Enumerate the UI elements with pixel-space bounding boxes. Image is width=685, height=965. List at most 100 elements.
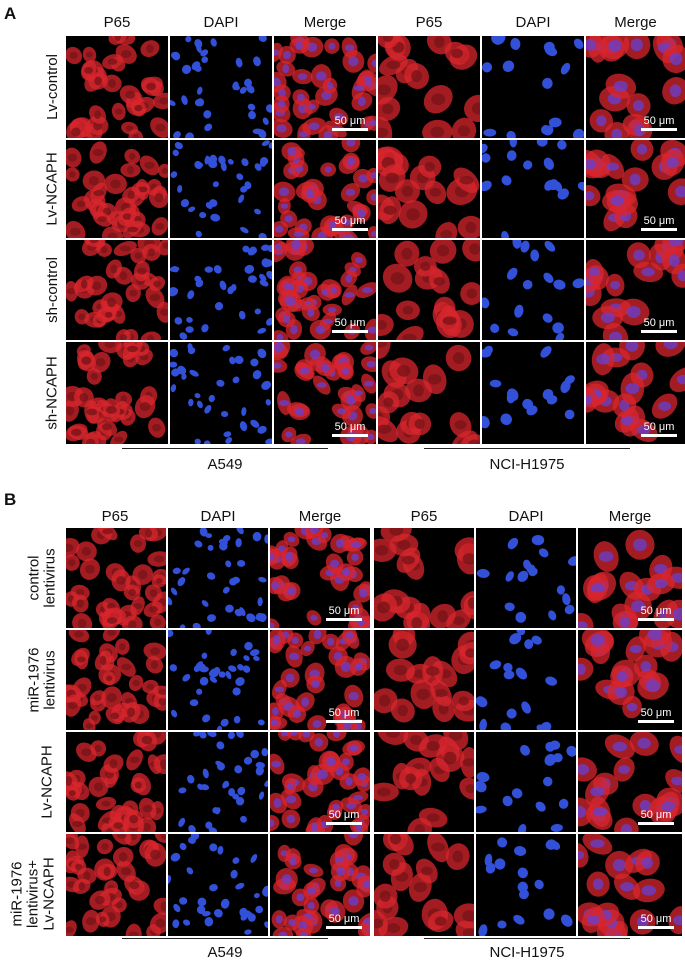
merge-micrograph: 50 μm [578, 528, 682, 628]
panel-b-col-header: DAPI [508, 508, 544, 525]
panel-a-row-label: Lv-NCAPH [40, 140, 66, 238]
p65-micrograph [66, 732, 166, 832]
merge-micrograph: 50 μm [274, 140, 376, 238]
scale-bar-line [332, 128, 368, 131]
panel-a-col-header: DAPI [515, 14, 551, 31]
row-label-line: sh-control [44, 257, 62, 323]
scale-bar: 50 μm [638, 707, 674, 723]
group-underline [122, 938, 328, 939]
p65-micrograph [374, 528, 474, 628]
panel-b-row-label: control lentivirus [20, 528, 66, 628]
scale-bar-label: 50 μm [334, 421, 366, 433]
dapi-micrograph [476, 630, 576, 730]
row-label-line: Lv-NCAPH [41, 857, 59, 931]
dapi-micrograph [168, 630, 268, 730]
panel-b-col-header: Merge [298, 508, 342, 525]
scale-bar-line [638, 618, 674, 621]
scale-bar-label: 50 μm [643, 215, 675, 227]
scale-bar-label: 50 μm [640, 707, 672, 719]
scale-bar-line [326, 618, 362, 621]
merge-micrograph: 50 μm [586, 342, 685, 444]
group-label-nci-h1975: NCI-H1975 [489, 456, 565, 473]
scale-bar: 50 μm [641, 215, 677, 231]
scale-bar: 50 μm [326, 809, 362, 825]
merge-micrograph: 50 μm [578, 630, 682, 730]
scale-bar-label: 50 μm [328, 809, 360, 821]
panel-a-letter: A [4, 4, 17, 23]
panel-b-col-header: Merge [608, 508, 652, 525]
p65-micrograph [374, 630, 474, 730]
scale-bar-label: 50 μm [328, 605, 360, 617]
scale-bar-label: 50 μm [640, 913, 672, 925]
scale-bar-line [332, 434, 368, 437]
p65-micrograph [374, 834, 474, 936]
merge-micrograph: 50 μm [274, 342, 376, 444]
scale-bar-line [638, 822, 674, 825]
scale-bar-line [641, 128, 677, 131]
row-label-line: Lv-NCAPH [44, 152, 62, 226]
row-label-line: lentivirus+ [25, 860, 43, 928]
scale-bar-label: 50 μm [334, 317, 366, 329]
scale-bar-label: 50 μm [334, 215, 366, 227]
group-label-a549: A549 [207, 456, 243, 473]
p65-micrograph [378, 140, 480, 238]
panel-b-row-label: miR-1976 lentivirus [20, 630, 66, 730]
p65-micrograph [66, 630, 166, 730]
scale-bar-label: 50 μm [643, 421, 675, 433]
merge-micrograph: 50 μm [586, 140, 685, 238]
scale-bar: 50 μm [641, 421, 677, 437]
scale-bar: 50 μm [638, 913, 674, 929]
dapi-micrograph [170, 240, 272, 340]
panel-a-col-header: DAPI [203, 14, 239, 31]
group-underline [424, 938, 630, 939]
panel-a-col-header: P65 [415, 14, 443, 31]
row-label-line: miR-1976 [9, 861, 27, 927]
group-underline [424, 448, 630, 449]
scale-bar-line [326, 720, 362, 723]
p65-micrograph [378, 240, 480, 340]
scale-bar-line [326, 926, 362, 929]
row-label-line: lentivirus [42, 548, 59, 608]
scale-bar: 50 μm [638, 809, 674, 825]
merge-micrograph: 50 μm [270, 528, 370, 628]
panel-a-row-label: sh-NCAPH [40, 342, 66, 444]
row-label-line: Lv-NCAPH [39, 745, 57, 819]
panel-a-row-label: sh-control [40, 240, 66, 340]
dapi-micrograph [476, 732, 576, 832]
scale-bar: 50 μm [326, 707, 362, 723]
dapi-micrograph [482, 342, 584, 444]
scale-bar: 50 μm [326, 605, 362, 621]
scale-bar: 50 μm [332, 115, 368, 131]
p65-micrograph [378, 36, 480, 138]
scale-bar: 50 μm [326, 913, 362, 929]
p65-micrograph [66, 36, 168, 138]
p65-micrograph [66, 528, 166, 628]
scale-bar-label: 50 μm [334, 115, 366, 127]
panel-b-row-label: Lv-NCAPH [30, 732, 66, 832]
dapi-micrograph [482, 240, 584, 340]
merge-micrograph: 50 μm [586, 36, 685, 138]
panel-b-row-label: miR-1976 lentivirus+ Lv-NCAPH [2, 834, 66, 954]
scale-bar-line [641, 434, 677, 437]
dapi-micrograph [476, 834, 576, 936]
panel-a-col-header: P65 [103, 14, 131, 31]
merge-micrograph: 50 μm [274, 240, 376, 340]
p65-micrograph [378, 342, 480, 444]
scale-bar-label: 50 μm [640, 809, 672, 821]
scale-bar-line [332, 228, 368, 231]
merge-micrograph: 50 μm [270, 732, 370, 832]
merge-micrograph: 50 μm [270, 834, 370, 936]
scale-bar-label: 50 μm [328, 913, 360, 925]
dapi-micrograph [170, 36, 272, 138]
dapi-micrograph [482, 140, 584, 238]
scale-bar: 50 μm [641, 317, 677, 333]
merge-micrograph: 50 μm [578, 834, 682, 936]
row-label-line: control [26, 555, 43, 601]
scale-bar-label: 50 μm [640, 605, 672, 617]
panel-a-row-label: Lv-control [40, 36, 66, 138]
dapi-micrograph [168, 834, 268, 936]
group-label-nci-h1975: NCI-H1975 [489, 944, 565, 961]
p65-micrograph [66, 834, 166, 936]
dapi-micrograph [168, 732, 268, 832]
scale-bar-line [641, 330, 677, 333]
